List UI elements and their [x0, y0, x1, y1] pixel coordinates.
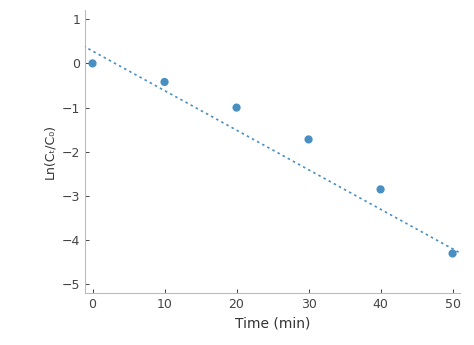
Point	[233, 105, 240, 110]
Point	[305, 137, 312, 142]
Point	[89, 61, 96, 66]
X-axis label: Time (min): Time (min)	[235, 317, 310, 331]
Y-axis label: Ln(Cₜ/C₀): Ln(Cₜ/C₀)	[44, 124, 56, 179]
Point	[161, 79, 168, 85]
Point	[449, 251, 456, 256]
Point	[377, 187, 384, 192]
